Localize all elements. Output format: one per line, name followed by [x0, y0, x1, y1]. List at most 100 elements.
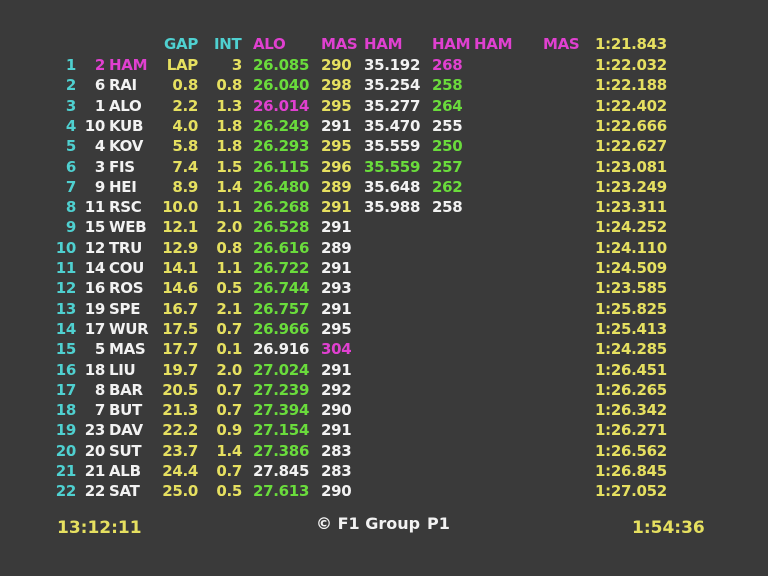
- cell-num: 14: [84, 259, 106, 277]
- cell-name: WEB: [109, 218, 147, 237]
- cell-num: 23: [84, 421, 106, 440]
- cell-s1: 26.722: [253, 259, 310, 277]
- cell-lap: 1:26.271: [595, 421, 667, 440]
- cell-gap: 5.8: [172, 137, 198, 156]
- cell-int: 0.9: [216, 421, 242, 440]
- cell-s3: 264: [432, 96, 463, 115]
- cell-pos: 2: [65, 76, 76, 95]
- cell-s1: 27.386: [253, 441, 310, 460]
- cell-gap: 24.4: [162, 462, 198, 480]
- cell-pos: 11: [55, 259, 77, 277]
- cell-lap: 1:26.562: [595, 441, 667, 460]
- cell-int: 3: [231, 56, 242, 74]
- cell-gap: 21.3: [162, 401, 198, 420]
- cell-s1: 26.616: [253, 238, 310, 257]
- cell-num: 2: [94, 56, 105, 74]
- time-remaining: 1:54:36: [632, 518, 705, 538]
- cell-num: 17: [84, 319, 106, 338]
- cell-name: BUT: [109, 401, 142, 420]
- cell-int: 0.7: [216, 319, 242, 338]
- cell-pos: 21: [55, 462, 77, 480]
- cell-gap: 20.5: [162, 380, 198, 399]
- cell-num: 19: [84, 299, 106, 318]
- cell-int: 1.8: [216, 137, 242, 156]
- cell-s2: 35.470: [364, 116, 421, 135]
- header-cell-3: MAS: [321, 35, 358, 53]
- cell-s3: 262: [432, 177, 463, 196]
- cell-int: 0.5: [216, 482, 242, 501]
- cell-num: 4: [94, 137, 105, 156]
- cell-int: 0.8: [216, 238, 242, 257]
- cell-num: 22: [84, 482, 106, 501]
- cell-gap: 0.8: [172, 76, 198, 95]
- cell-s1: 26.014: [253, 96, 310, 115]
- cell-s3: 258: [432, 198, 463, 217]
- cell-lap: 1:24.252: [595, 218, 667, 237]
- cell-pos: 12: [55, 279, 77, 298]
- cell-s1: 27.845: [253, 462, 310, 480]
- cell-spd: 304: [321, 340, 352, 359]
- cell-lap: 1:23.311: [595, 198, 667, 217]
- cell-s1: 26.115: [253, 157, 310, 176]
- cell-num: 15: [84, 218, 106, 237]
- cell-pos: 17: [55, 380, 77, 399]
- cell-num: 8: [94, 380, 105, 399]
- cell-name: SPE: [109, 299, 141, 318]
- cell-gap: 12.1: [162, 218, 198, 237]
- header-cell-2: ALO: [253, 35, 286, 53]
- cell-num: 6: [94, 76, 105, 95]
- cell-int: 1.3: [216, 96, 242, 115]
- cell-s3: 268: [432, 56, 463, 74]
- cell-lap: 1:26.265: [595, 380, 667, 399]
- cell-int: 0.7: [216, 462, 242, 480]
- cell-pos: 15: [55, 340, 77, 359]
- cell-spd: 298: [321, 76, 352, 95]
- cell-name: LIU: [109, 360, 136, 379]
- cell-gap: 22.2: [162, 421, 198, 440]
- cell-spd: 283: [321, 441, 352, 460]
- cell-name: BAR: [109, 380, 143, 399]
- header-cell-6: HAM: [474, 35, 513, 53]
- cell-name: WUR: [109, 319, 149, 338]
- session-label: P1: [427, 514, 450, 533]
- cell-spd: 291: [321, 198, 352, 217]
- cell-num: 10: [84, 116, 106, 135]
- cell-name: TRU: [109, 238, 143, 257]
- header-cell-1: INT: [214, 35, 242, 53]
- cell-name: RAI: [109, 76, 137, 95]
- cell-gap: 10.0: [162, 198, 198, 217]
- cell-s1: 26.966: [253, 319, 310, 338]
- cell-gap: 8.9: [172, 177, 198, 196]
- cell-s2: 35.192: [364, 56, 421, 74]
- cell-s1: 26.293: [253, 137, 310, 156]
- cell-lap: 1:22.666: [595, 116, 667, 135]
- cell-spd: 290: [321, 401, 352, 420]
- cell-name: MAS: [109, 340, 146, 359]
- cell-int: 2.0: [216, 360, 242, 379]
- cell-gap: 12.9: [162, 238, 198, 257]
- cell-s3: 255: [432, 116, 463, 135]
- cell-spd: 289: [321, 238, 352, 257]
- cell-gap: 7.4: [172, 157, 198, 176]
- cell-name: RSC: [109, 198, 142, 217]
- cell-num: 7: [94, 401, 105, 420]
- header-cell-4: HAM: [364, 35, 403, 53]
- cell-s2: 35.988: [364, 198, 421, 217]
- cell-pos: 3: [65, 96, 76, 115]
- cell-pos: 10: [55, 238, 77, 257]
- cell-spd: 291: [321, 360, 352, 379]
- copyright-credit: © F1 Group: [316, 514, 421, 533]
- cell-pos: 7: [65, 177, 76, 196]
- cell-spd: 283: [321, 462, 352, 480]
- cell-pos: 16: [55, 360, 77, 379]
- cell-s1: 26.528: [253, 218, 310, 237]
- cell-s1: 27.024: [253, 360, 310, 379]
- cell-s1: 27.239: [253, 380, 310, 399]
- cell-num: 11: [84, 198, 106, 217]
- header-cell-7: MAS: [543, 35, 580, 53]
- cell-name: HEI: [109, 177, 137, 196]
- cell-pos: 9: [65, 218, 76, 237]
- cell-gap: 4.0: [172, 116, 198, 135]
- cell-lap: 1:23.585: [595, 279, 667, 298]
